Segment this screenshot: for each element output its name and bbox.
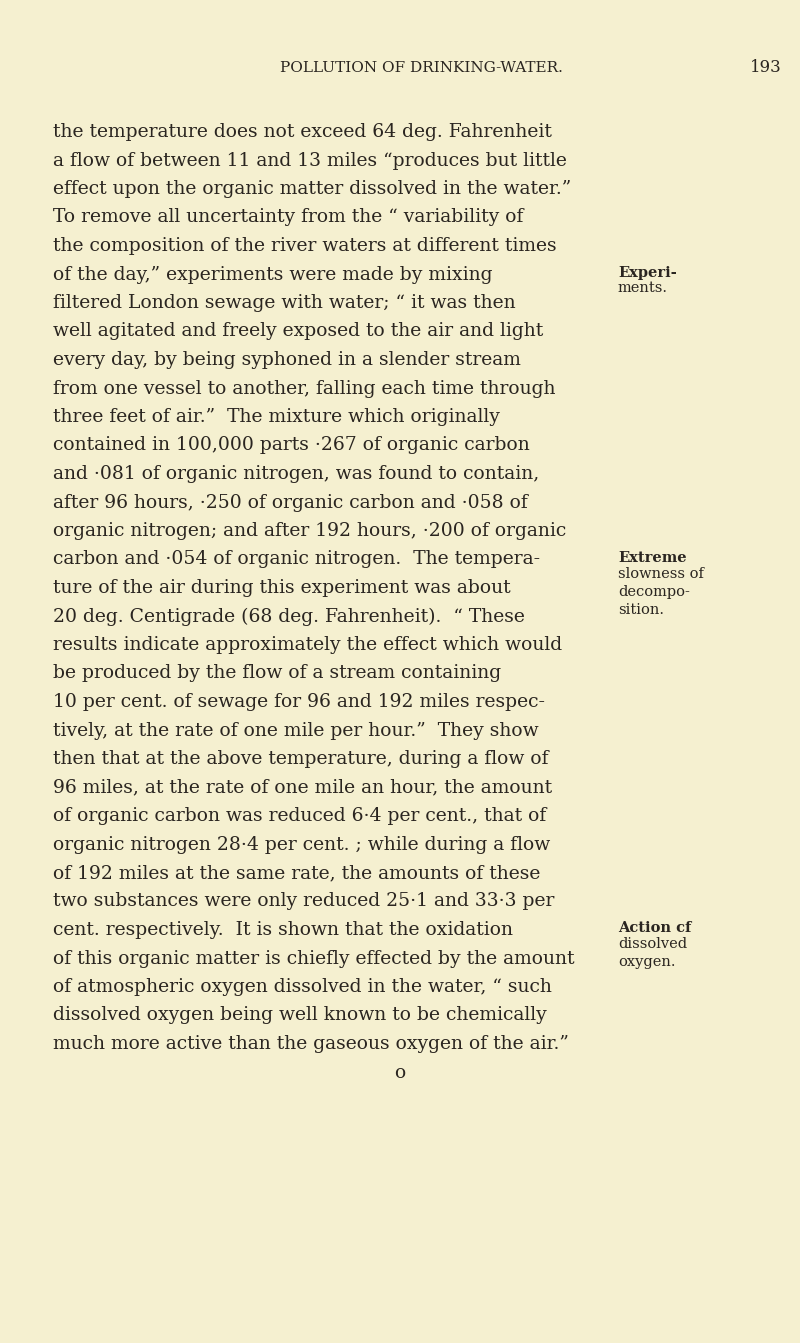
Text: then that at the above temperature, during a flow of: then that at the above temperature, duri… — [53, 749, 549, 768]
Text: much more active than the gaseous oxygen of the air.”: much more active than the gaseous oxygen… — [53, 1035, 569, 1053]
Text: tively, at the rate of one mile per hour.”  They show: tively, at the rate of one mile per hour… — [53, 721, 538, 740]
Text: organic nitrogen 28·4 per cent. ; while during a flow: organic nitrogen 28·4 per cent. ; while … — [53, 835, 550, 854]
Text: the temperature does not exceed 64 deg. Fahrenheit: the temperature does not exceed 64 deg. … — [53, 124, 552, 141]
Text: 20 deg. Centigrade (68 deg. Fahrenheit).  “ These: 20 deg. Centigrade (68 deg. Fahrenheit).… — [53, 607, 525, 626]
Text: o: o — [394, 1064, 406, 1081]
Text: Action cf: Action cf — [618, 921, 691, 935]
Text: be produced by the flow of a stream containing: be produced by the flow of a stream cont… — [53, 665, 501, 682]
Text: results indicate approximately the effect which would: results indicate approximately the effec… — [53, 637, 562, 654]
Text: of 192 miles at the same rate, the amounts of these: of 192 miles at the same rate, the amoun… — [53, 864, 540, 882]
Text: the composition of the river waters at different times: the composition of the river waters at d… — [53, 236, 557, 255]
Text: dissolved
oxygen.: dissolved oxygen. — [618, 937, 687, 970]
Text: To remove all uncertainty from the “ variability of: To remove all uncertainty from the “ var… — [53, 208, 523, 227]
Text: contained in 100,000 parts ·267 of organic carbon: contained in 100,000 parts ·267 of organ… — [53, 436, 530, 454]
Text: of atmospheric oxygen dissolved in the water, “ such: of atmospheric oxygen dissolved in the w… — [53, 978, 552, 997]
Text: ture of the air during this experiment was about: ture of the air during this experiment w… — [53, 579, 510, 598]
Text: organic nitrogen; and after 192 hours, ·200 of organic: organic nitrogen; and after 192 hours, ·… — [53, 522, 566, 540]
Text: 193: 193 — [750, 59, 782, 77]
Text: well agitated and freely exposed to the air and light: well agitated and freely exposed to the … — [53, 322, 543, 341]
Text: after 96 hours, ·250 of organic carbon and ·058 of: after 96 hours, ·250 of organic carbon a… — [53, 493, 528, 512]
Text: filtered London sewage with water; “ it was then: filtered London sewage with water; “ it … — [53, 294, 516, 312]
Text: dissolved oxygen being well known to be chemically: dissolved oxygen being well known to be … — [53, 1006, 546, 1025]
Text: of the day,” experiments were made by mixing: of the day,” experiments were made by mi… — [53, 266, 493, 283]
Text: Extreme: Extreme — [618, 551, 686, 564]
Text: 96 miles, at the rate of one mile an hour, the amount: 96 miles, at the rate of one mile an hou… — [53, 779, 552, 796]
Text: every day, by being syphoned in a slender stream: every day, by being syphoned in a slende… — [53, 351, 521, 369]
Text: three feet of air.”  The mixture which originally: three feet of air.” The mixture which or… — [53, 408, 500, 426]
Text: of this organic matter is chiefly effected by the amount: of this organic matter is chiefly effect… — [53, 950, 574, 967]
Text: 10 per cent. of sewage for 96 and 192 miles respec-: 10 per cent. of sewage for 96 and 192 mi… — [53, 693, 545, 710]
Text: carbon and ·054 of organic nitrogen.  The tempera-: carbon and ·054 of organic nitrogen. The… — [53, 551, 540, 568]
Text: from one vessel to another, falling each time through: from one vessel to another, falling each… — [53, 380, 555, 398]
Text: POLLUTION OF DRINKING-WATER.: POLLUTION OF DRINKING-WATER. — [280, 60, 563, 75]
Text: two substances were only reduced 25·1 and 33·3 per: two substances were only reduced 25·1 an… — [53, 893, 554, 911]
Text: a flow of between 11 and 13 miles “produces but little: a flow of between 11 and 13 miles “produ… — [53, 152, 567, 169]
Text: slowness of
decompo-
sition.: slowness of decompo- sition. — [618, 567, 704, 618]
Text: of organic carbon was reduced 6·4 per cent., that of: of organic carbon was reduced 6·4 per ce… — [53, 807, 546, 825]
Text: and ·081 of organic nitrogen, was found to contain,: and ·081 of organic nitrogen, was found … — [53, 465, 539, 483]
Text: effect upon the organic matter dissolved in the water.”: effect upon the organic matter dissolved… — [53, 180, 571, 197]
Text: ments.: ments. — [618, 282, 668, 295]
Text: Experi-: Experi- — [618, 266, 677, 279]
Text: cent. respectively.  It is shown that the oxidation: cent. respectively. It is shown that the… — [53, 921, 513, 939]
